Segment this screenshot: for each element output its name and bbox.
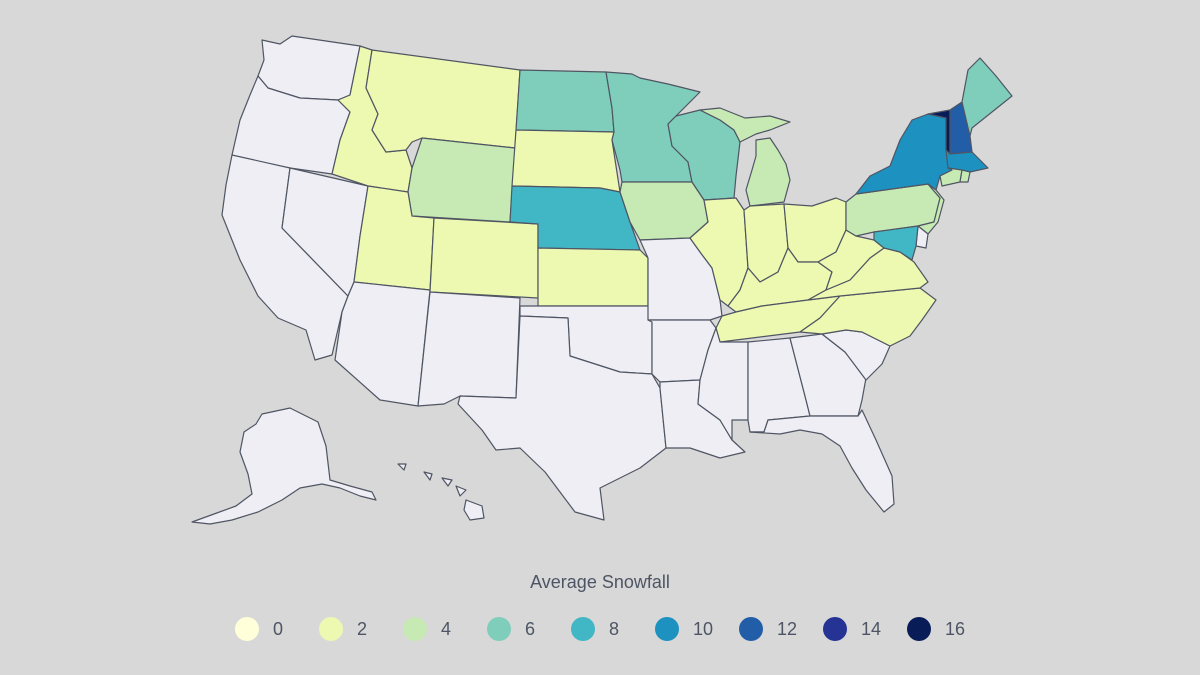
legend-label-14: 14 xyxy=(861,618,882,639)
state-kansas[interactable]: Kansas xyxy=(537,247,649,307)
states-layer: Washington Oregon California Nevada Idah… xyxy=(191,35,1013,525)
legend-item-4[interactable]: 4 xyxy=(402,617,461,641)
legend-swatch-6 xyxy=(486,617,511,641)
state-north-carolina[interactable]: North Carolina xyxy=(799,287,937,347)
legend-label-12: 12 xyxy=(776,618,797,639)
state-illinois[interactable]: Illinois xyxy=(689,197,749,307)
legend-label-2: 2 xyxy=(356,618,367,639)
state-colorado[interactable]: Colorado xyxy=(429,217,539,299)
state-rhode-island[interactable]: Rhode Island xyxy=(959,169,971,183)
state-montana[interactable]: Montana xyxy=(365,49,521,153)
state-new-york[interactable]: New York xyxy=(855,113,953,195)
state-north-dakota[interactable]: North Dakota xyxy=(515,69,615,133)
legend-swatch-14 xyxy=(823,617,847,641)
legend-label-10: 10 xyxy=(692,618,713,639)
legend-label-0: 0 xyxy=(272,618,283,639)
legend-item-2[interactable]: 2 xyxy=(318,617,377,641)
state-mississippi[interactable]: Mississippi xyxy=(697,327,749,441)
state-maryland[interactable]: Maryland xyxy=(873,225,919,261)
legend-item-10[interactable]: 10 xyxy=(654,617,713,641)
state-hawaii[interactable]: Hawaii xyxy=(397,463,485,521)
state-alaska[interactable]: Alaska xyxy=(191,407,377,525)
legend-swatch-10 xyxy=(654,617,679,641)
legend-label-8: 8 xyxy=(608,618,619,639)
legend-swatch-4 xyxy=(402,617,427,641)
legend-swatch-0 xyxy=(234,617,259,641)
state-michigan[interactable]: Michigan xyxy=(699,107,791,207)
state-arizona[interactable]: Arizona xyxy=(334,281,431,407)
state-florida[interactable]: Florida xyxy=(749,409,895,513)
state-texas[interactable]: Texas xyxy=(457,315,667,521)
state-new-mexico[interactable]: New Mexico xyxy=(417,291,521,407)
legend-swatch-8 xyxy=(570,617,595,641)
legend-item-8[interactable]: 8 xyxy=(570,617,629,641)
legend-item-16[interactable]: 16 xyxy=(907,617,965,641)
legend-swatch-12 xyxy=(738,617,763,641)
state-new-hampshire[interactable]: New Hampshire xyxy=(949,101,973,155)
legend-item-6[interactable]: 6 xyxy=(486,617,545,641)
state-wyoming[interactable]: Wyoming xyxy=(407,137,516,223)
legend-title: Average Snowfall xyxy=(530,572,670,592)
legend-swatch-16 xyxy=(907,617,932,641)
legend-swatch-2 xyxy=(318,617,343,641)
legend-item-12[interactable]: 12 xyxy=(738,617,797,641)
state-south-dakota[interactable]: South Dakota xyxy=(511,129,621,193)
legend-label-6: 6 xyxy=(524,618,535,639)
legend-item-14[interactable]: 14 xyxy=(823,617,881,641)
legend-label-4: 4 xyxy=(440,618,451,639)
state-maine[interactable]: Maine xyxy=(961,57,1013,137)
us-snowfall-map: Washington Oregon California Nevada Idah… xyxy=(191,35,1013,525)
legend-label-16: 16 xyxy=(945,618,966,639)
legend-item-0[interactable]: 0 xyxy=(234,617,293,641)
legend: 0 2 4 6 8 10 12 14 xyxy=(0,614,1200,644)
